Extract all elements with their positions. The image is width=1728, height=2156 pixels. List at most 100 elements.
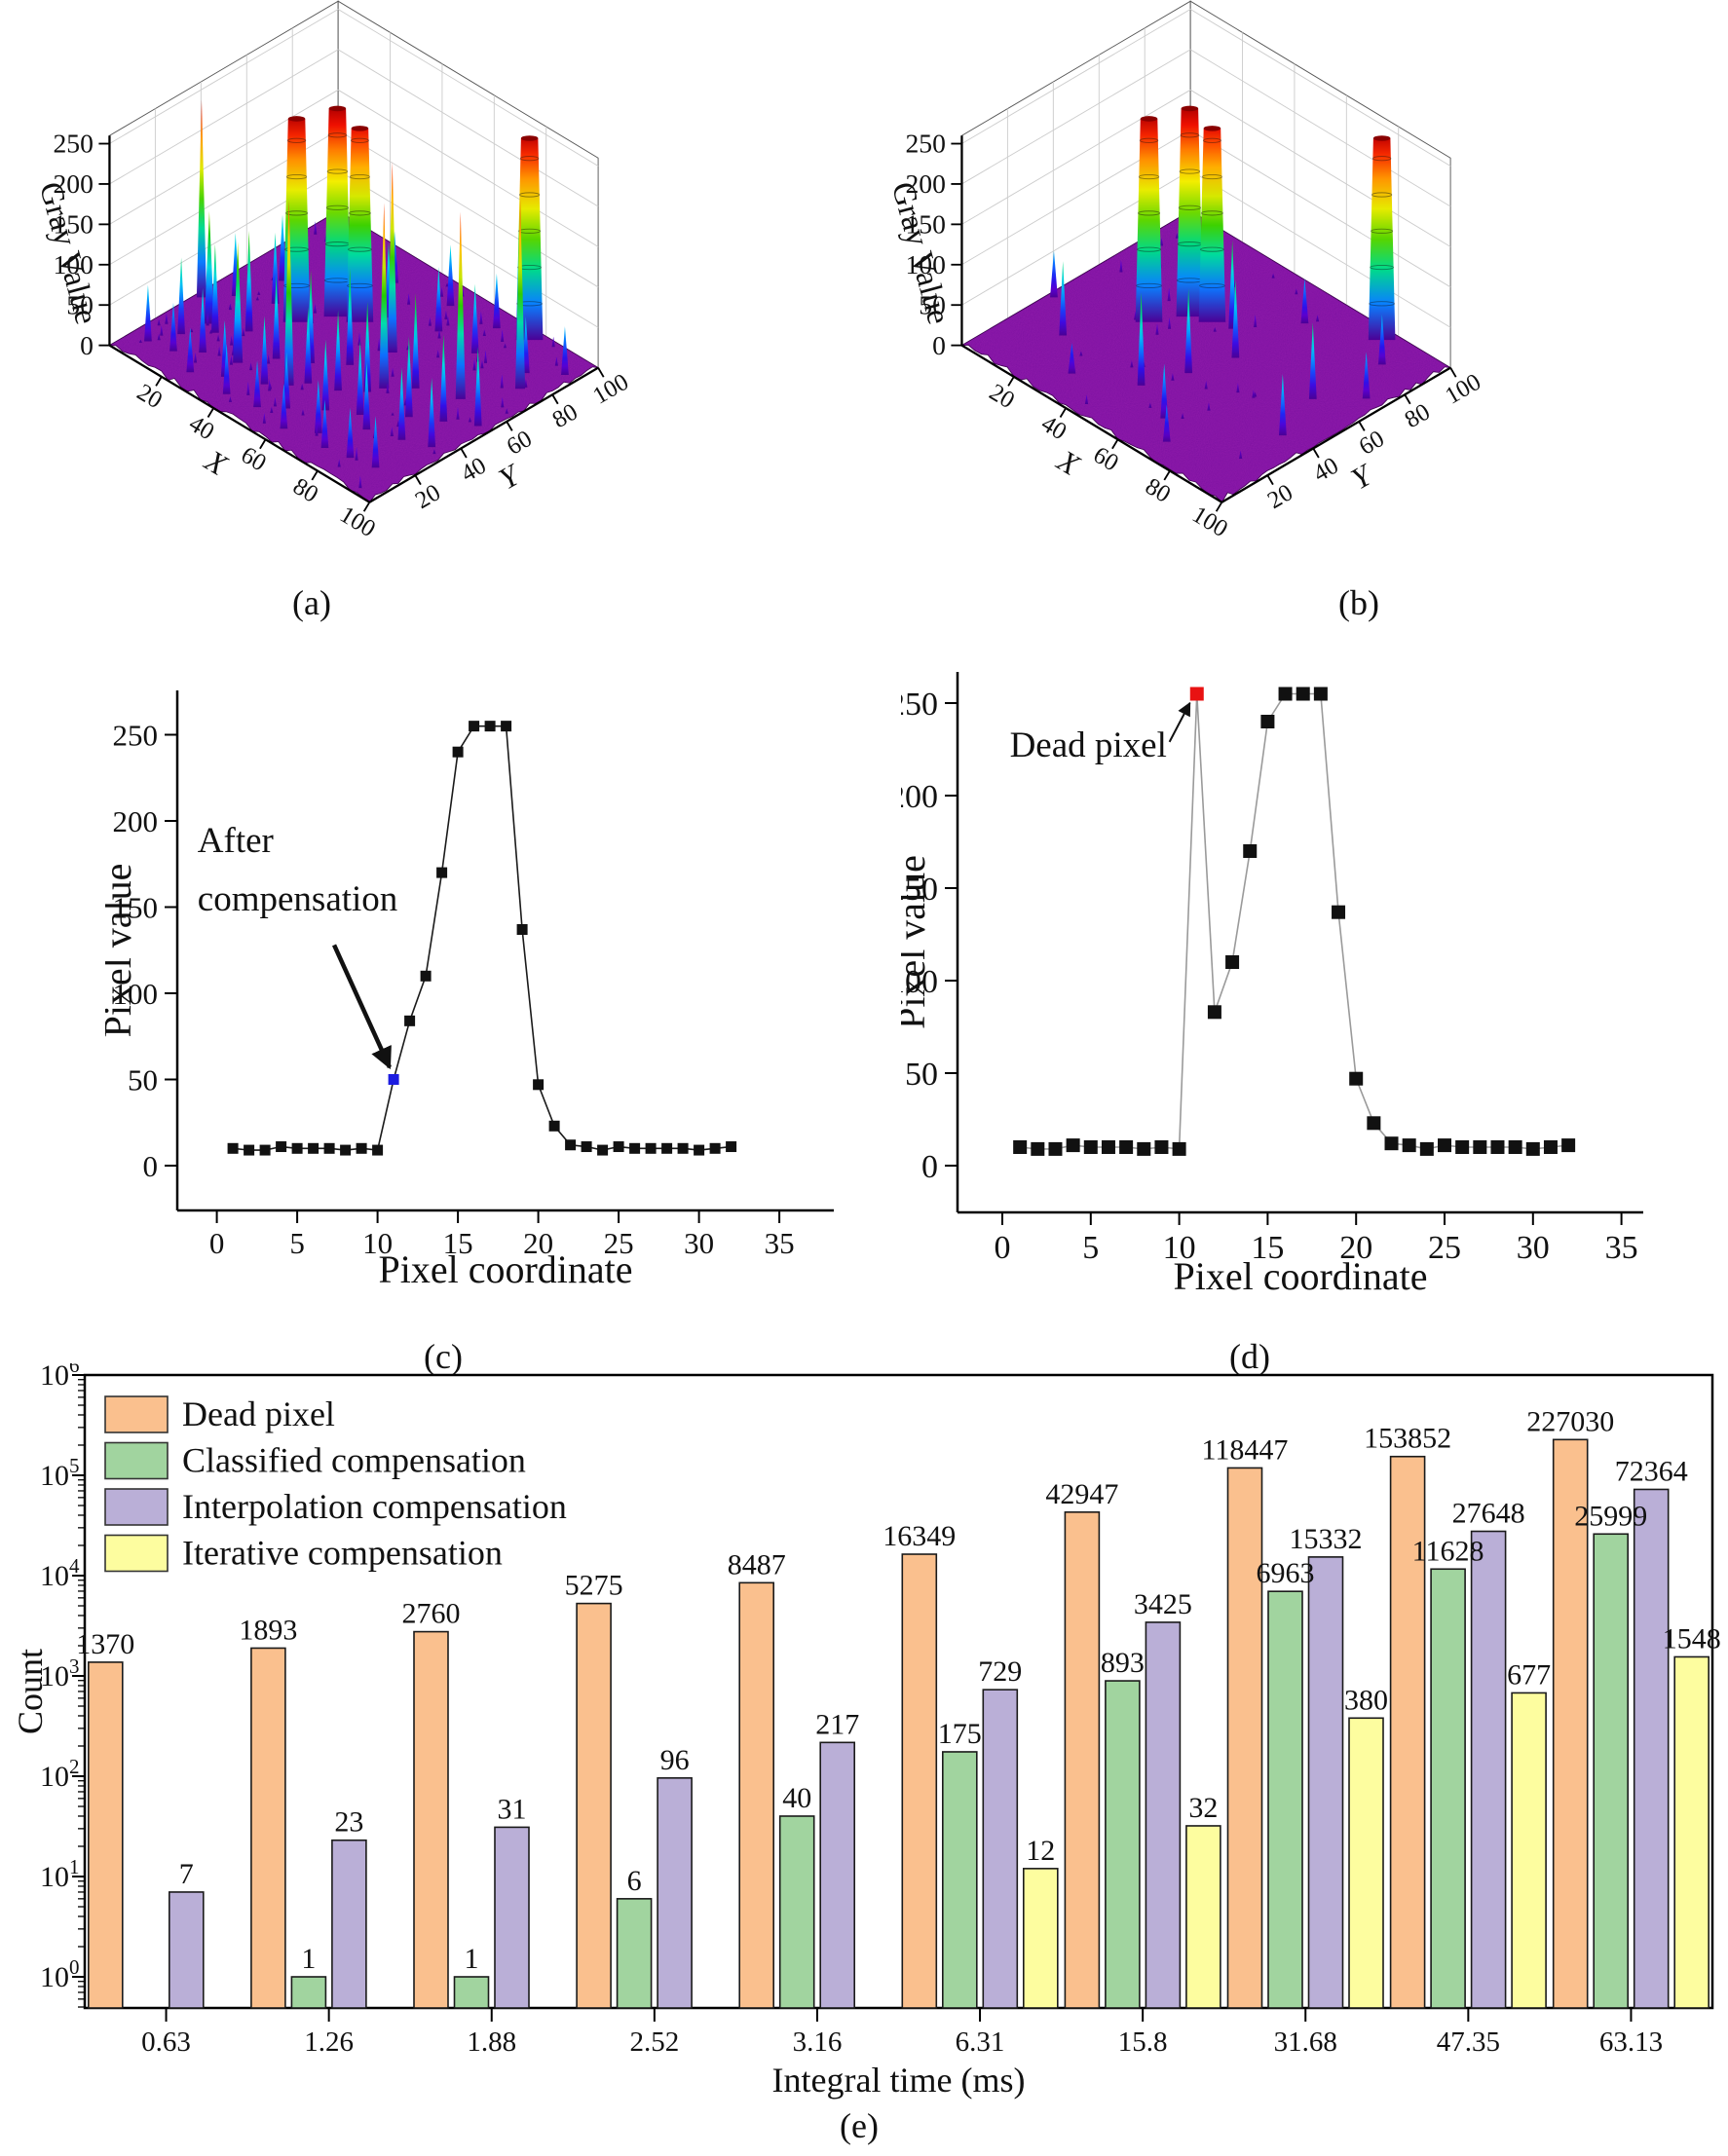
column-contour-ring bbox=[1178, 204, 1201, 210]
z-tick-label: 150 bbox=[905, 209, 945, 240]
noise-spike bbox=[1213, 326, 1217, 332]
column-contour-ring bbox=[1371, 192, 1393, 198]
noise-spike bbox=[165, 313, 169, 324]
bar-value-label: 217 bbox=[815, 1708, 859, 1740]
data-markers bbox=[1013, 687, 1576, 1156]
noise-spike bbox=[300, 383, 304, 390]
annotation: After compensation bbox=[198, 821, 397, 1070]
bar-value-label: 12 bbox=[1026, 1835, 1055, 1867]
noise-spike bbox=[1278, 374, 1287, 436]
noise-spike bbox=[1167, 316, 1172, 329]
annotation-arrow bbox=[1168, 701, 1191, 743]
data-point-marker bbox=[404, 1015, 416, 1026]
data-point-marker bbox=[356, 1142, 367, 1154]
x-tick-label: 0 bbox=[209, 1226, 225, 1260]
caption-a: (a) bbox=[292, 583, 331, 622]
x-tick-label: 30 bbox=[1517, 1230, 1550, 1266]
noise-spike bbox=[1207, 402, 1211, 411]
column-contour-ring bbox=[1369, 301, 1395, 307]
noise-spike bbox=[444, 310, 448, 319]
data-line bbox=[233, 725, 732, 1151]
column-contour-ring bbox=[1138, 174, 1160, 180]
x-tick-label: 1.26 bbox=[304, 2026, 354, 2058]
noise-spike bbox=[1181, 413, 1184, 420]
x-tick-label: 60 bbox=[1089, 442, 1123, 477]
bar bbox=[1389, 1455, 1426, 2009]
column-top-cap bbox=[351, 126, 369, 131]
y-tick-label: 150 bbox=[113, 890, 159, 924]
bar bbox=[941, 1751, 978, 2009]
data-point-marker bbox=[661, 1142, 673, 1154]
y-axis bbox=[368, 366, 599, 503]
column-contour-ring bbox=[325, 204, 349, 210]
y-tick-label: 100 bbox=[588, 369, 633, 410]
noise-spike bbox=[216, 334, 220, 342]
noise-spike bbox=[503, 343, 507, 349]
axis-labels: 0 5 10 15 20 25 30 35 0 50 100 150 200 250 Pixel coord… bbox=[901, 687, 1638, 1298]
noise-spike bbox=[1160, 363, 1169, 419]
column-contour-ring bbox=[284, 210, 309, 216]
noise-spike bbox=[190, 328, 194, 333]
y-tick-label: 60 bbox=[503, 426, 537, 461]
panel-b-3d-surface-after-compensation: 0 50 100 150 200 250 20 40 60 80 100 20 40 60 80 100 Gra… bbox=[877, 0, 1666, 570]
data-point-marker bbox=[1367, 1116, 1381, 1131]
y-tick-label: 150 bbox=[901, 872, 938, 908]
y-axis-title: Count bbox=[15, 1649, 50, 1734]
tall-column bbox=[1135, 118, 1163, 322]
data-point-marker bbox=[1278, 687, 1293, 701]
noise-spike bbox=[505, 408, 508, 414]
data-point-marker bbox=[629, 1142, 641, 1154]
noise-spike bbox=[432, 449, 436, 455]
noise-spike bbox=[455, 211, 466, 399]
bar bbox=[88, 1661, 124, 2009]
column-contour-ring bbox=[1180, 132, 1200, 138]
noise-spike bbox=[391, 367, 394, 377]
bar bbox=[250, 1647, 286, 2009]
x-tick-label: 5 bbox=[289, 1226, 305, 1260]
y-tick-label: 50 bbox=[128, 1062, 158, 1097]
y-tick-label: 200 bbox=[901, 779, 938, 815]
column-contour-ring bbox=[327, 132, 348, 138]
bar bbox=[901, 1553, 938, 2009]
bar bbox=[1307, 1556, 1344, 2009]
bar bbox=[494, 1826, 530, 2009]
x-tick-label: 15.8 bbox=[1118, 2026, 1168, 2058]
noise-spike bbox=[1119, 259, 1123, 273]
noise-spike bbox=[314, 380, 322, 433]
bar bbox=[1593, 1533, 1629, 2009]
noise-spike bbox=[554, 356, 558, 366]
bar bbox=[576, 1602, 612, 2009]
column-contour-ring bbox=[349, 210, 371, 216]
bar-value-label: 6963 bbox=[1257, 1557, 1315, 1589]
column-contour-ring bbox=[1201, 210, 1223, 216]
data-point-marker bbox=[308, 1142, 319, 1154]
noise-spike bbox=[500, 374, 504, 389]
noise-spike bbox=[1084, 394, 1089, 405]
noise-spike bbox=[446, 244, 455, 307]
noise-spike bbox=[387, 162, 397, 353]
axes bbox=[960, 135, 1451, 503]
x-tick-label: 0 bbox=[995, 1230, 1011, 1266]
data-point-marker bbox=[1172, 1141, 1186, 1156]
bar-value-label: 1 bbox=[465, 1943, 479, 1975]
noise-spike bbox=[439, 334, 448, 422]
data-point-marker bbox=[1384, 1136, 1399, 1151]
bar-value-label: 5275 bbox=[565, 1570, 623, 1602]
data-point-marker bbox=[694, 1144, 705, 1156]
noise-spike bbox=[267, 353, 271, 364]
noise-spike bbox=[391, 412, 394, 416]
data-point-marker bbox=[533, 1079, 545, 1091]
noise-spike bbox=[1148, 402, 1152, 408]
noise-spike bbox=[362, 361, 371, 430]
noise-spike bbox=[222, 344, 231, 394]
bar-value-label: 1548 bbox=[1663, 1622, 1721, 1654]
bar-value-label: 6 bbox=[627, 1865, 642, 1897]
column-contour-ring bbox=[1371, 228, 1394, 234]
bar bbox=[169, 1891, 205, 2009]
noise-spike bbox=[204, 210, 214, 324]
x-tick-label: 10 bbox=[1163, 1230, 1196, 1266]
bar-value-label: 40 bbox=[782, 1782, 811, 1814]
